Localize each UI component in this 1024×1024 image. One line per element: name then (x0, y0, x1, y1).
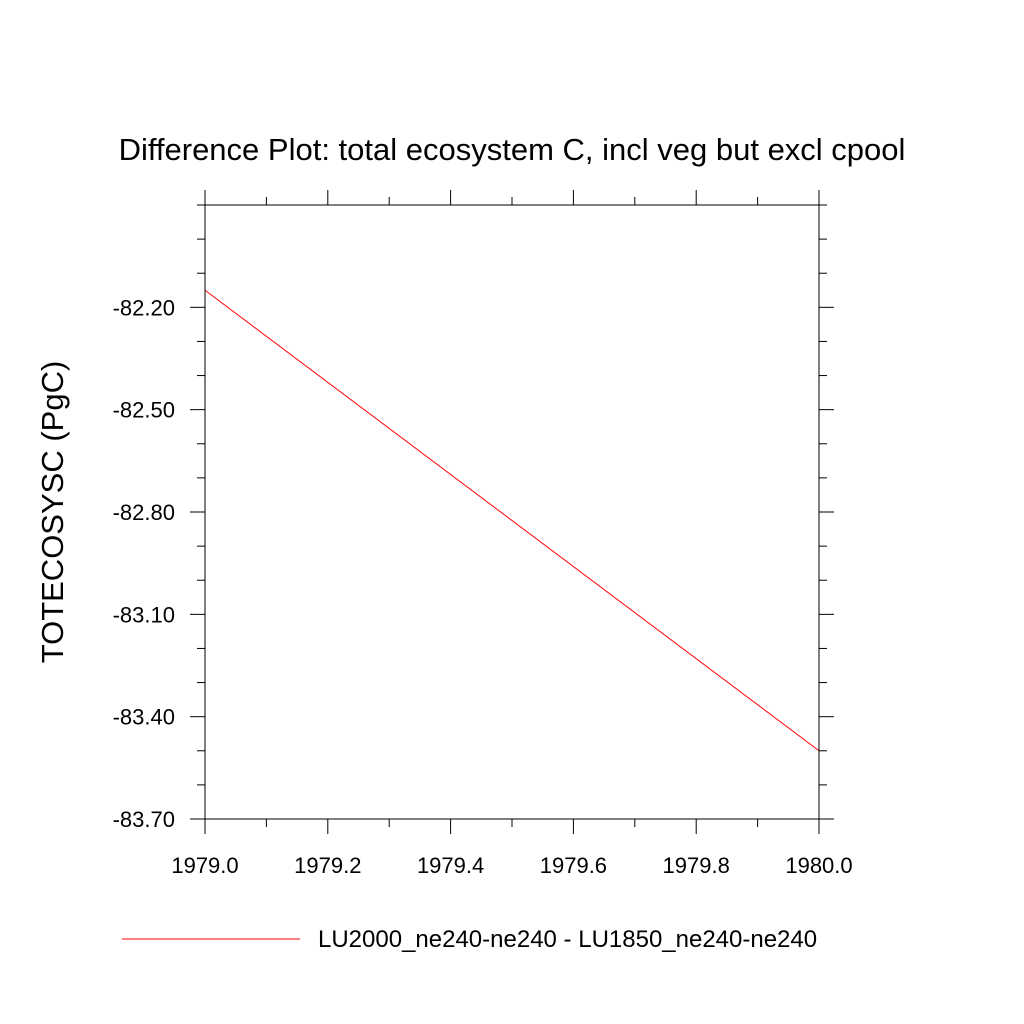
chart-title: Difference Plot: total ecosystem C, incl… (119, 132, 906, 167)
y-tick-label: -82.50 (113, 398, 175, 423)
y-tick-label: -82.20 (113, 295, 175, 320)
x-tick-label: 1979.2 (294, 853, 361, 878)
x-tick-label: 1980.0 (785, 853, 852, 878)
y-tick-label: -83.70 (113, 807, 175, 832)
x-tick-label: 1979.6 (540, 853, 607, 878)
axis-ticks (190, 190, 834, 834)
series-layer (204, 289, 820, 752)
axis-tick-labels: 1979.0 1979.2 1979.4 1979.6 1979.8 1980.0 -83.… (113, 295, 853, 878)
plot-frame (204, 204, 820, 820)
legend: LU2000_ne240-ne240 - LU1850_ne240-ne240 (122, 926, 817, 953)
y-tick-label: -82.80 (113, 500, 175, 525)
y-axis-label: TOTECOSYSC (PgC) (35, 361, 70, 664)
series-line (204, 289, 820, 752)
y-tick-label: -83.40 (113, 705, 175, 730)
x-tick-label: 1979.0 (171, 853, 238, 878)
legend-label: LU2000_ne240-ne240 - LU1850_ne240-ne240 (318, 926, 817, 953)
x-tick-label: 1979.8 (663, 853, 730, 878)
y-tick-label: -83.10 (113, 602, 175, 627)
x-tick-label: 1979.4 (417, 853, 484, 878)
